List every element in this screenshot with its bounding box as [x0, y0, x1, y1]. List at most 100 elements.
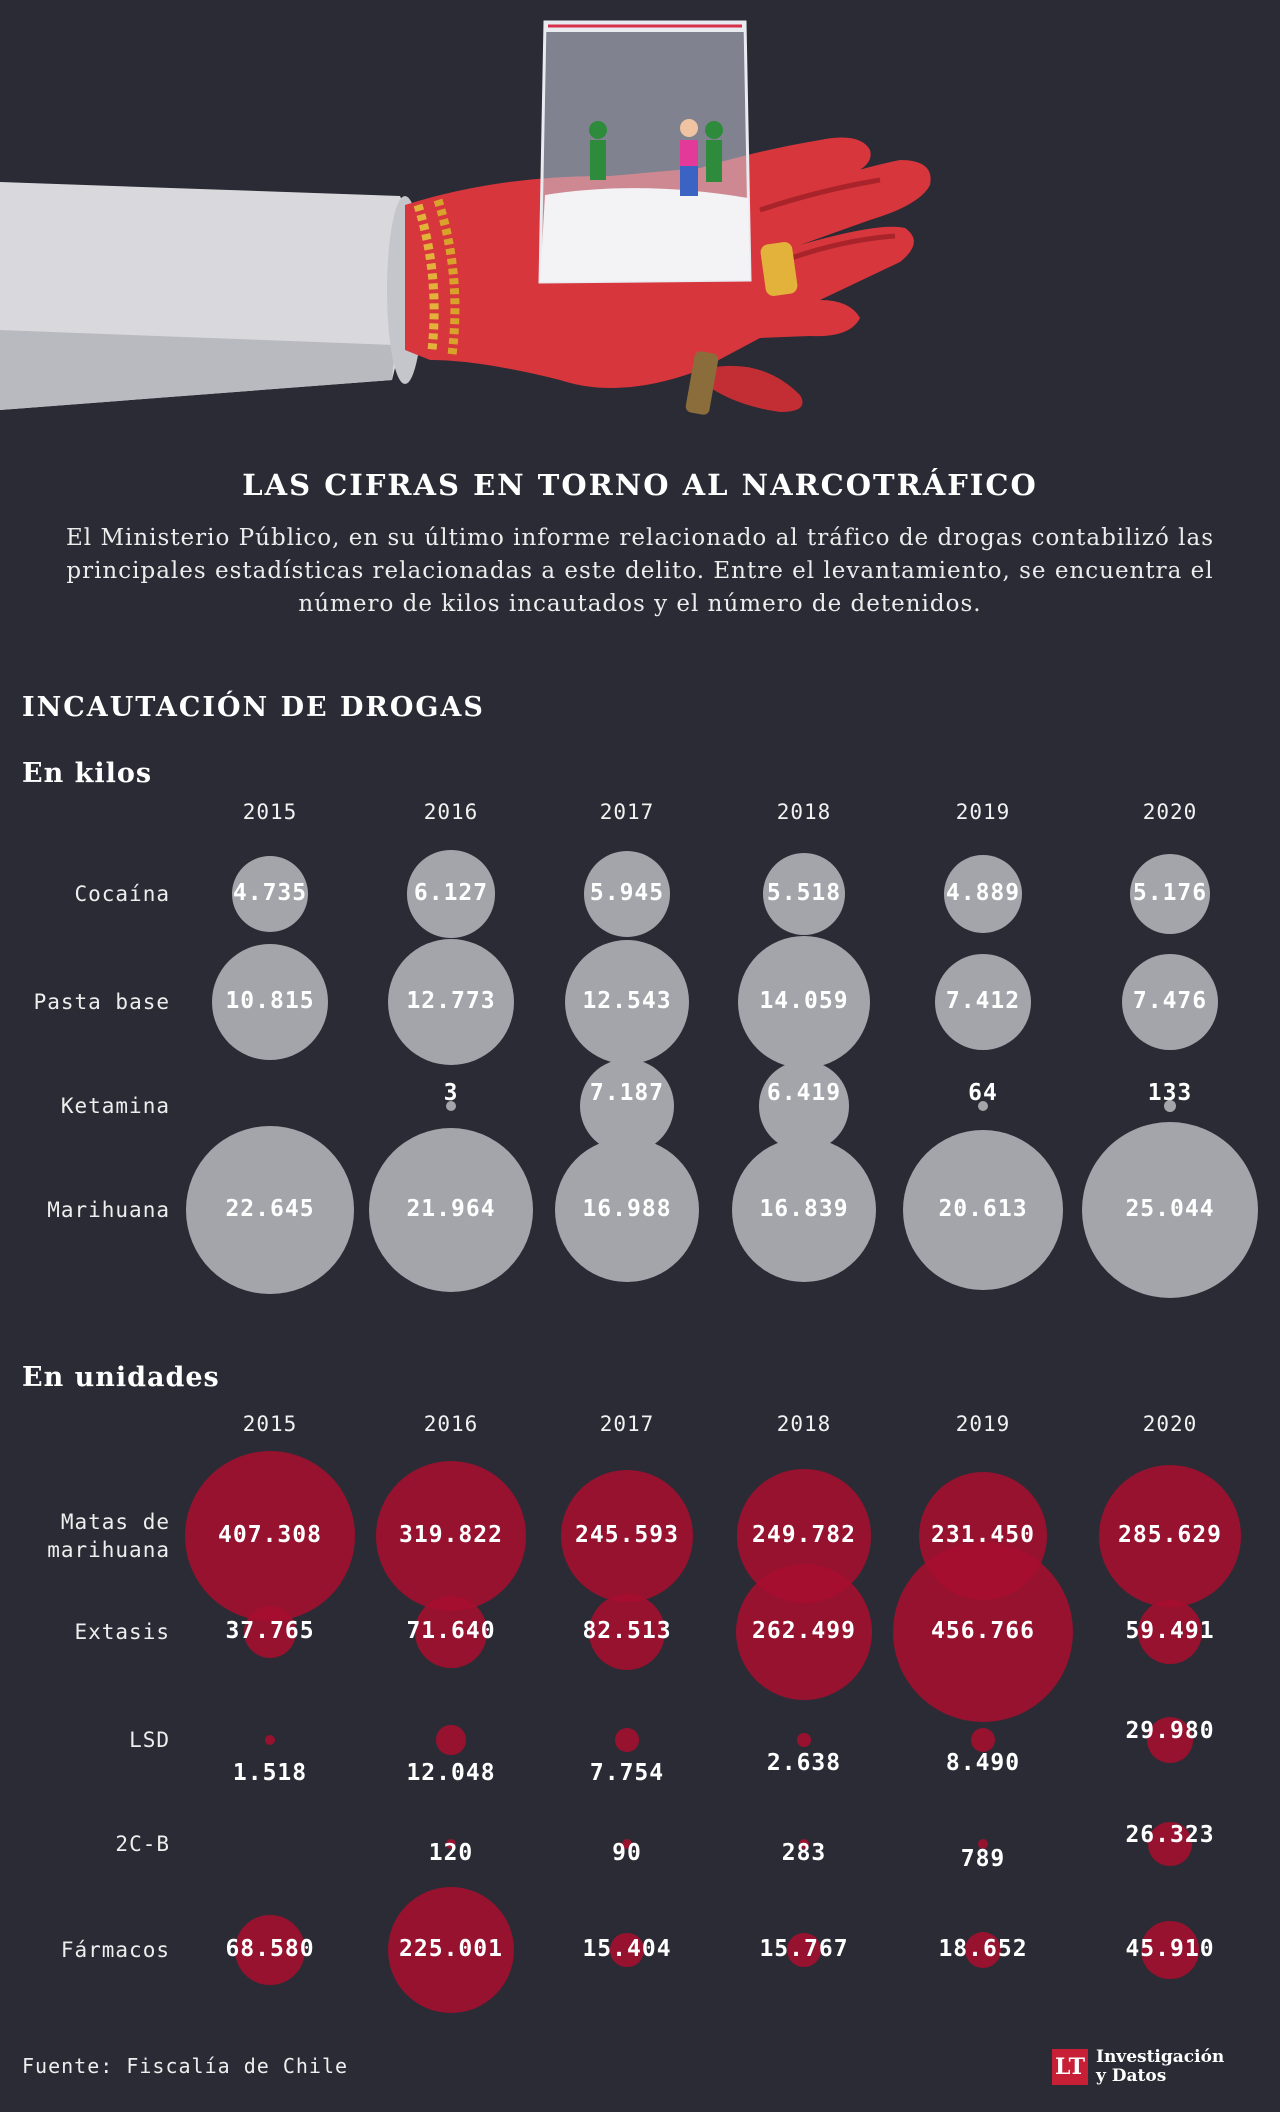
- value-cocaina-2019: 4.889: [945, 880, 1021, 906]
- year-label-2017: 2017: [599, 800, 655, 824]
- value-ketamina-2016: 3: [443, 1080, 459, 1106]
- bubble-cocaina-2018: [762, 852, 846, 936]
- value-2c-b-2016: 120: [428, 1840, 474, 1866]
- value-matas-de-marihuana-2020: 285.629: [1118, 1522, 1222, 1548]
- bubble-lsd-2020: [1146, 1716, 1194, 1764]
- intro-paragraph: El Ministerio Público, en su último info…: [65, 525, 1215, 617]
- bubble-extasis-2019: [893, 1542, 1073, 1722]
- kilos-chart-title: En kilos: [22, 758, 153, 789]
- value-ketamina-2019: 64: [968, 1080, 998, 1106]
- value-extasis-2020: 59.491: [1125, 1618, 1215, 1644]
- value-farmacos-2015: 68.580: [225, 1936, 315, 1962]
- value-pasta-base-2020: 7.476: [1132, 988, 1208, 1014]
- bubble-pasta-base-2018: [738, 936, 870, 1068]
- bubble-farmacos-2020: [1141, 1921, 1199, 1979]
- row-label-ketamina: Ketamina: [60, 1094, 170, 1118]
- value-farmacos-2018: 15.767: [759, 1936, 849, 1962]
- value-lsd-2019: 8.490: [945, 1750, 1021, 1776]
- value-2c-b-2018: 283: [781, 1840, 827, 1866]
- value-cocaina-2015: 4.735: [232, 880, 308, 906]
- value-ketamina-2020: 133: [1147, 1080, 1193, 1106]
- bubble-pasta-base-2019: [935, 954, 1031, 1050]
- row-label-cocaina: Cocaína: [74, 882, 170, 906]
- brand-line-1: Investigación: [1096, 2047, 1225, 2067]
- bubble-marihuana-2020: [1082, 1122, 1258, 1298]
- row-label-pasta-base: Pasta base: [33, 990, 170, 1014]
- bubble-2c-b-2018: [799, 1839, 809, 1849]
- value-2c-b-2019: 789: [960, 1846, 1006, 1872]
- bubble-ketamina-2018: [759, 1061, 849, 1151]
- value-extasis-2018: 262.499: [752, 1618, 856, 1644]
- value-extasis-2017: 82.513: [582, 1618, 672, 1644]
- row-label-extasis: Extasis: [74, 1620, 170, 1644]
- lt-logo: LT: [1052, 2049, 1088, 2085]
- year-label-2016: 2016: [423, 800, 479, 824]
- value-farmacos-2016: 225.001: [399, 1936, 503, 1962]
- bubble-lsd-2018: [797, 1733, 811, 1747]
- value-lsd-2020: 29.980: [1125, 1718, 1215, 1744]
- bubble-cocaina-2019: [944, 855, 1022, 933]
- bubble-ketamina-2016: [446, 1101, 456, 1111]
- section-title: INCAUTACIÓN DE DROGAS: [22, 692, 485, 723]
- bubble-cocaina-2015: [231, 855, 309, 933]
- bubble-cocaina-2020: [1129, 853, 1210, 934]
- year-label-2020: 2020: [1142, 1412, 1198, 1436]
- bubble-cocaina-2017: [584, 851, 670, 937]
- value-marihuana-2016: 21.964: [406, 1196, 496, 1222]
- row-label-farmacos: Fármacos: [60, 1938, 170, 1962]
- value-pasta-base-2017: 12.543: [582, 988, 672, 1014]
- bubble-extasis-2017: [588, 1593, 666, 1671]
- value-farmacos-2017: 15.404: [582, 1936, 672, 1962]
- bubble-ketamina-2020: [1163, 1099, 1177, 1113]
- bubble-pasta-base-2017: [564, 939, 690, 1065]
- year-label-2018: 2018: [776, 1412, 832, 1436]
- year-label-2017: 2017: [599, 1412, 655, 1436]
- bubble-marihuana-2018: [731, 1137, 877, 1283]
- year-label-2018: 2018: [776, 800, 832, 824]
- bubble-lsd-2016: [436, 1725, 466, 1755]
- bubble-matas-de-marihuana-2020: [1098, 1464, 1242, 1608]
- bubble-farmacos-2018: [787, 1933, 821, 1967]
- brand-logo: LT Investigación y Datos: [1052, 2048, 1224, 2086]
- value-cocaina-2020: 5.176: [1132, 880, 1208, 906]
- bubble-extasis-2015: [244, 1606, 296, 1658]
- value-marihuana-2015: 22.645: [225, 1196, 315, 1222]
- value-lsd-2017: 7.754: [589, 1760, 665, 1786]
- value-lsd-2016: 12.048: [406, 1760, 496, 1786]
- bubble-extasis-2018: [735, 1563, 873, 1701]
- value-matas-de-marihuana-2016: 319.822: [399, 1522, 503, 1548]
- bubble-ketamina-2019: [978, 1101, 988, 1111]
- bubble-matas-de-marihuana-2015: [185, 1451, 355, 1621]
- bubble-marihuana-2016: [368, 1127, 534, 1293]
- bubble-pasta-base-2016: [388, 939, 514, 1065]
- bubble-lsd-2015: [264, 1734, 276, 1746]
- row-label-2c-b: 2C-B: [115, 1832, 170, 1856]
- bubble-2c-b-2017: [622, 1839, 632, 1849]
- bubble-marihuana-2019: [903, 1130, 1063, 1290]
- value-extasis-2015: 37.765: [225, 1618, 315, 1644]
- bubble-2c-b-2016: [446, 1839, 456, 1849]
- value-cocaina-2017: 5.945: [589, 880, 665, 906]
- bubble-lsd-2019: [970, 1727, 996, 1753]
- bubble-2c-b-2019: [978, 1839, 988, 1849]
- bubble-matas-de-marihuana-2017: [561, 1470, 693, 1602]
- year-label-2015: 2015: [242, 1412, 298, 1436]
- value-farmacos-2019: 18.652: [938, 1936, 1028, 1962]
- value-extasis-2016: 71.640: [406, 1618, 496, 1644]
- year-label-2015: 2015: [242, 800, 298, 824]
- row-label-matas-de-marihuana: Matas de marihuana: [47, 1510, 170, 1562]
- bubble-marihuana-2017: [554, 1137, 700, 1283]
- bubble-pasta-base-2020: [1121, 953, 1219, 1051]
- year-label-2020: 2020: [1142, 800, 1198, 824]
- bubble-extasis-2020: [1137, 1599, 1203, 1665]
- value-extasis-2019: 456.766: [931, 1618, 1035, 1644]
- bubble-marihuana-2015: [186, 1126, 354, 1294]
- row-label-marihuana: Marihuana: [47, 1198, 170, 1222]
- value-matas-de-marihuana-2018: 249.782: [752, 1522, 856, 1548]
- bubble-matas-de-marihuana-2016: [375, 1460, 527, 1612]
- value-ketamina-2018: 6.419: [766, 1080, 842, 1106]
- units-chart-title: En unidades: [22, 1362, 220, 1393]
- value-marihuana-2019: 20.613: [938, 1196, 1028, 1222]
- value-pasta-base-2015: 10.815: [225, 988, 315, 1014]
- hand-holding-drug-bag-illustration: [0, 20, 931, 415]
